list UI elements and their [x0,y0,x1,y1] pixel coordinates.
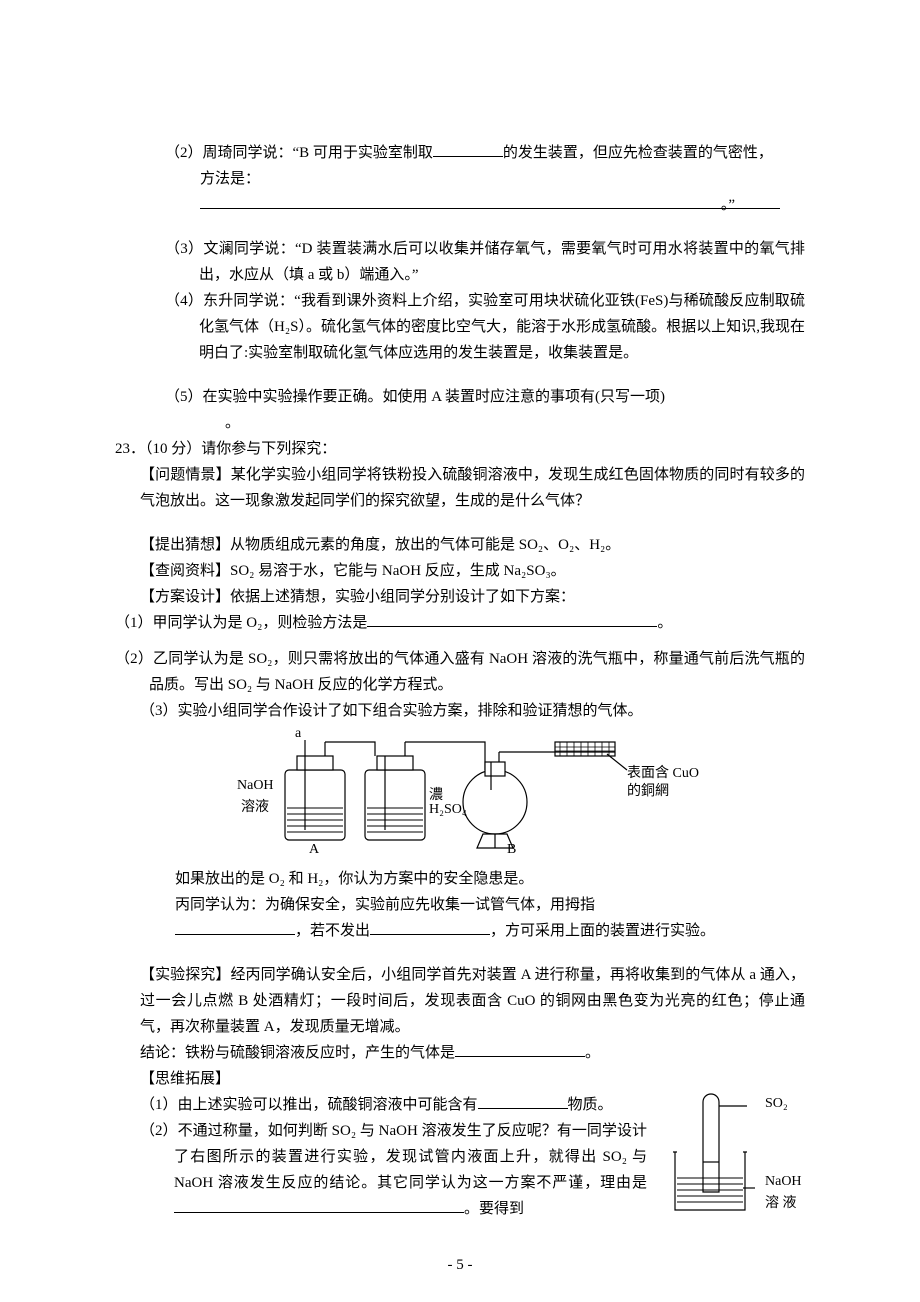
q23-s3b: 如果放出的是 O₂ 和 H₂，你认为方案中的安全隐患是。 [115,866,805,892]
blank-long [200,208,780,209]
text: ，方可采用上面的装置进行实验。 [490,923,715,939]
text: 物质。 [568,1097,613,1113]
q22-5-a: （5）在实验中实验操作要正确。如使用 A 装置时应注意的事项有(只写一项) [115,384,805,410]
q23-s3d: ，若不发出 ，方可采用上面的装置进行实验。 [115,918,805,944]
q23-s1: （1）甲同学认为是 O₂，则检验方法是 。 [115,610,805,636]
q23-s2: （2）乙同学认为是 SO₂，则只需将放出的气体通入盛有 NaOH 溶液的洗气瓶中… [115,646,805,698]
blank [455,1056,585,1057]
blank [367,626,657,627]
q22-3: （3）文澜同学说：“D 装置装满水后可以收集并储存氧气，需要氧气时可用水将装置中… [115,236,805,288]
label-A: A [309,842,319,858]
q22-2-blankline: 。” [115,192,805,218]
q22-2-line2: 方法是： [115,166,805,192]
page: （2）周琦同学说：“B 可用于实验室制取 的发生装置，但应先检查装置的气密性， 方… [0,0,920,1302]
blank [370,934,490,935]
label-cuo1: 表面含 CuO [627,762,699,782]
text: （1）由上述实验可以推出，硫酸铜溶液中可能含有 [140,1097,478,1113]
text: 。要得到 [464,1201,524,1217]
q23-tc: 【提出猜想】从物质组成元素的角度，放出的气体可能是 SO₂、O₂、H₂。 [115,532,805,558]
blank [174,1212,464,1213]
q23-sy2: 结论：铁粉与硫酸铜溶液反应时，产生的气体是 。 [115,1040,805,1066]
figure-tube: SO₂ NaOH 溶 液 [655,1092,805,1222]
label-h2so4b: H₂SO₄ [429,802,467,818]
label-h2so4a: 濃 [429,784,443,804]
end-quote: 。” [721,192,735,218]
q23-sy1: 【实验探究】经丙同学确认安全后，小组同学首先对装置 A 进行称量，再将收集到的气… [115,962,805,1040]
q23-qt: 【问题情景】某化学实验小组同学将铁粉投入硫酸铜溶液中，发现生成红色固体物质的同时… [115,462,805,514]
q22-4: （4）东升同学说：“我看到课外资料上介绍，实验室可用块状硫化亚铁(FeS)与稀硫… [115,288,805,366]
q23-fa: 【方案设计】依据上述猜想，实验小组同学分别设计了如下方案： [115,584,805,610]
label-cuo2: 的銅網 [627,780,669,800]
tube-svg [655,1092,765,1222]
text: 。 [585,1045,600,1061]
q23-sw: 【思维拓展】 [115,1066,805,1092]
text: 结论：铁粉与硫酸铜溶液反应时，产生的气体是 [140,1045,455,1061]
blank [433,156,503,157]
label-B: B [507,842,516,858]
label-a: a [295,726,301,742]
text: ，若不发出 [295,923,370,939]
text: （2）周琦同学说：“B 可用于实验室制取 [165,145,433,161]
text: （1）甲同学认为是 O₂，则检验方法是 [115,615,367,631]
q23-head: 23．（10 分）请你参与下列探究： [115,436,805,462]
page-number: - 5 - [0,1257,920,1274]
label-sol: 溶 液 [765,1192,797,1212]
label-naoh1: NaOH [237,778,274,794]
q22-2-line1: （2）周琦同学说：“B 可用于实验室制取 的发生装置，但应先检查装置的气密性， [115,140,805,166]
text: 的发生装置，但应先检查装置的气密性， [503,145,773,161]
label-so2: SO₂ [765,1096,788,1112]
label-naoh2: 溶液 [241,796,269,816]
q23-s3c: 丙同学认为：为确保安全，实验前应先收集一试管气体，用拇指 [115,892,805,918]
label-naoh: NaOH [765,1174,802,1190]
text: 。 [657,615,672,631]
q23-s3: （3）实验小组同学合作设计了如下组合实验方案，排除和验证猜想的气体。 [115,698,805,724]
q23-cy: 【查阅资料】SO₂ 易溶于水，它能与 NaOH 反应，生成 Na₂SO₃。 [115,558,805,584]
text: （2）不通过称量，如何判断 SO₂ 与 NaOH 溶液发生了反应呢？有一同学设计… [140,1123,647,1191]
q22-5-end: 。 [115,410,805,436]
blank [478,1108,568,1109]
blank [175,934,295,935]
figure-apparatus: a NaOH 溶液 濃 H₂SO₄ 表面含 CuO 的銅網 A B [255,730,805,860]
